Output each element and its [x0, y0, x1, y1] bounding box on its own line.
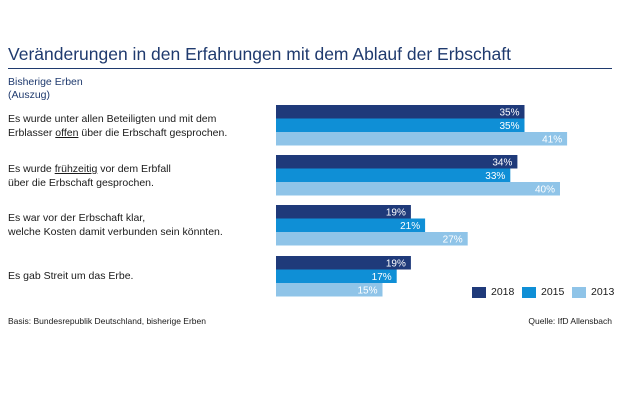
bar-label-2018-q1: 35% [499, 108, 519, 119]
bar-label-2013-q4: 15% [357, 286, 377, 297]
bar-2018-q3 [276, 205, 411, 219]
bar-2015-q2 [276, 168, 511, 182]
title-rule [8, 68, 612, 69]
bar-label-2013-q3: 27% [443, 235, 463, 246]
bar-label-2013-q2: 40% [535, 185, 555, 196]
bar-label-2018-q4: 19% [386, 259, 406, 270]
bar-2013-q4 [276, 283, 383, 297]
legend-item-2018: 2018 [472, 286, 514, 298]
subtitle-line-1: Bisherige Erben [8, 76, 83, 88]
bar-2015-q3 [276, 218, 426, 232]
bar-label-2015-q3: 21% [400, 221, 420, 232]
bar-label-2015-q4: 17% [372, 272, 392, 283]
bar-label-2015-q2: 33% [485, 171, 505, 182]
bar-2015-q4 [276, 269, 397, 283]
bar-label-2015-q1: 35% [499, 121, 519, 132]
subtitle-line-2: (Auszug) [8, 89, 51, 101]
bar-2018-q4 [276, 256, 411, 270]
bar-2013-q2 [276, 182, 560, 196]
legend-swatch-2015 [522, 286, 536, 298]
legend-swatch-2018 [472, 286, 486, 298]
chart-subtitle: Bisherige Erben (Auszug) [8, 76, 83, 102]
footer-basis: Basis: Bundesrepublik Deutschland, bishe… [8, 316, 206, 326]
footer-source: Quelle: IfD Allensbach [528, 316, 612, 326]
bar-2013-q1 [276, 132, 568, 146]
bar-2018-q2 [276, 155, 518, 169]
legend-swatch-2013 [572, 286, 586, 298]
bar-2013-q3 [276, 232, 468, 246]
legend-label-2015: 2015 [541, 286, 565, 298]
bar-label-2018-q2: 34% [492, 158, 512, 169]
legend-label-2018: 2018 [491, 286, 515, 298]
legend-item-2013: 2013 [572, 286, 614, 298]
chart-title: Veränderungen in den Erfahrungen mit dem… [8, 44, 511, 64]
question-label-1: Es wurde unter allen Beteiligten und mit… [8, 113, 228, 139]
question-label-4: Es gab Streit um das Erbe. [8, 270, 134, 282]
question-label-2: Es wurde frühzeitig vor dem Erbfall über… [8, 163, 171, 189]
legend-item-2015: 2015 [522, 286, 564, 298]
bar-label-2018-q3: 19% [386, 208, 406, 219]
legend-label-2013: 2013 [591, 286, 615, 298]
question-label-3: Es war vor der Erbschaft klar, welche Ko… [8, 212, 223, 238]
bar-label-2013-q1: 41% [542, 135, 562, 146]
bar-2015-q1 [276, 118, 525, 132]
bar-2018-q1 [276, 105, 525, 119]
